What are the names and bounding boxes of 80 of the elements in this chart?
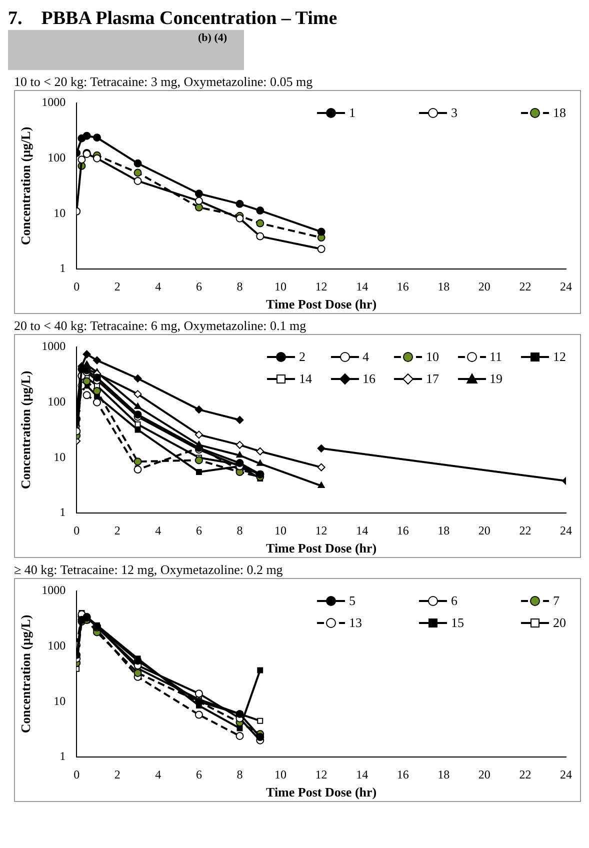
y-tick-label: 10 bbox=[54, 206, 66, 220]
legend-label: 18 bbox=[553, 105, 566, 121]
y-tick-label: 1 bbox=[60, 261, 66, 276]
x-tick-label: 18 bbox=[438, 279, 450, 294]
x-tick-label: 24 bbox=[560, 279, 572, 294]
y-tick-label: 1000 bbox=[42, 339, 66, 354]
chart-title: 7. PBBA Plasma Concentration – Time bbox=[8, 8, 338, 30]
y-tick-label: 10 bbox=[54, 694, 66, 708]
x-tick-label: 4 bbox=[155, 279, 162, 294]
legend-label: 16 bbox=[362, 371, 376, 387]
x-tick-label: 22 bbox=[519, 279, 532, 294]
legend-label: 10 bbox=[426, 349, 439, 365]
chart-subtitle: 20 to < 40 kg: Tetracaine: 6 mg, Oxymetazoline: 0.1 mg bbox=[14, 318, 308, 334]
legend-label: 3 bbox=[451, 105, 458, 121]
x-tick-label: 0 bbox=[74, 279, 80, 294]
x-tick-label: 14 bbox=[356, 523, 368, 538]
x-tick-label: 6 bbox=[196, 523, 202, 538]
x-tick-label: 10 bbox=[274, 523, 287, 538]
y-tick-label: 100 bbox=[48, 638, 66, 652]
legend-label: 1 bbox=[349, 105, 356, 121]
legend-label: 6 bbox=[451, 593, 458, 609]
y-tick-label: 1000 bbox=[42, 95, 66, 110]
x-tick-label: 18 bbox=[438, 767, 450, 782]
x-tick-label: 6 bbox=[196, 767, 202, 782]
y-axis-title: Concentration (µg/L) bbox=[18, 126, 34, 246]
x-axis-title: Time Post Dose (hr) bbox=[266, 540, 377, 556]
legend-label: 17 bbox=[426, 371, 439, 387]
y-axis-title: Concentration (µg/L) bbox=[18, 614, 34, 734]
x-tick-label: 20 bbox=[478, 767, 490, 782]
x-tick-label: 22 bbox=[519, 767, 532, 782]
x-tick-label: 16 bbox=[396, 523, 409, 538]
legend-label: 15 bbox=[451, 615, 464, 631]
x-tick-label: 12 bbox=[315, 767, 328, 782]
legend-label: 2 bbox=[299, 349, 306, 365]
y-tick-label: 1 bbox=[60, 505, 66, 520]
x-tick-label: 8 bbox=[236, 767, 243, 782]
x-tick-label: 14 bbox=[356, 767, 368, 782]
legend-label: 7 bbox=[553, 593, 560, 609]
x-tick-label: 12 bbox=[315, 279, 328, 294]
x-tick-label: 24 bbox=[560, 767, 572, 782]
x-tick-label: 22 bbox=[519, 523, 532, 538]
x-tick-label: 24 bbox=[560, 523, 572, 538]
y-tick-label: 10 bbox=[54, 450, 66, 464]
x-axis-title: Time Post Dose (hr) bbox=[266, 784, 377, 800]
y-tick-label: 100 bbox=[48, 150, 66, 164]
legend-label: 19 bbox=[490, 371, 502, 387]
text: (b) (4) bbox=[198, 32, 228, 44]
x-tick-label: 20 bbox=[478, 523, 490, 538]
chart-subtitle: ≥ 40 kg: Tetracaine: 12 mg, Oxymetazoline: 0.2 mg bbox=[14, 562, 284, 578]
x-tick-label: 14 bbox=[356, 279, 368, 294]
y-tick-label: 1 bbox=[60, 749, 66, 764]
legend-label: 12 bbox=[553, 349, 566, 365]
legend-label: 4 bbox=[362, 349, 369, 365]
legend-label: 14 bbox=[299, 371, 312, 387]
y-axis-title: Concentration (µg/L) bbox=[18, 370, 34, 490]
x-tick-label: 4 bbox=[155, 523, 162, 538]
legend-label: 11 bbox=[490, 349, 502, 365]
x-tick-label: 2 bbox=[114, 523, 120, 538]
x-tick-label: 12 bbox=[315, 523, 328, 538]
legend-label: 5 bbox=[349, 593, 356, 609]
chart-subtitle: 10 to < 20 kg: Tetracaine: 3 mg, Oxymetazoline: 0.05 mg bbox=[14, 74, 314, 90]
x-tick-label: 4 bbox=[155, 767, 162, 782]
x-tick-label: 2 bbox=[114, 767, 120, 782]
y-tick-label: 100 bbox=[48, 394, 66, 408]
x-tick-label: 10 bbox=[274, 279, 287, 294]
x-tick-label: 20 bbox=[478, 279, 490, 294]
x-tick-label: 10 bbox=[274, 767, 287, 782]
x-tick-label: 18 bbox=[438, 523, 450, 538]
x-tick-label: 8 bbox=[236, 523, 243, 538]
x-tick-label: 0 bbox=[74, 767, 80, 782]
legend-label: 20 bbox=[553, 615, 566, 631]
x-tick-label: 0 bbox=[74, 523, 80, 538]
x-tick-label: 6 bbox=[196, 279, 202, 294]
y-tick-label: 1000 bbox=[42, 583, 66, 598]
x-tick-label: 2 bbox=[114, 279, 120, 294]
x-tick-label: 16 bbox=[396, 279, 409, 294]
x-tick-label: 8 bbox=[236, 279, 243, 294]
x-tick-label: 16 bbox=[396, 767, 409, 782]
legend-label: 13 bbox=[349, 615, 362, 631]
x-axis-title: Time Post Dose (hr) bbox=[266, 296, 377, 312]
